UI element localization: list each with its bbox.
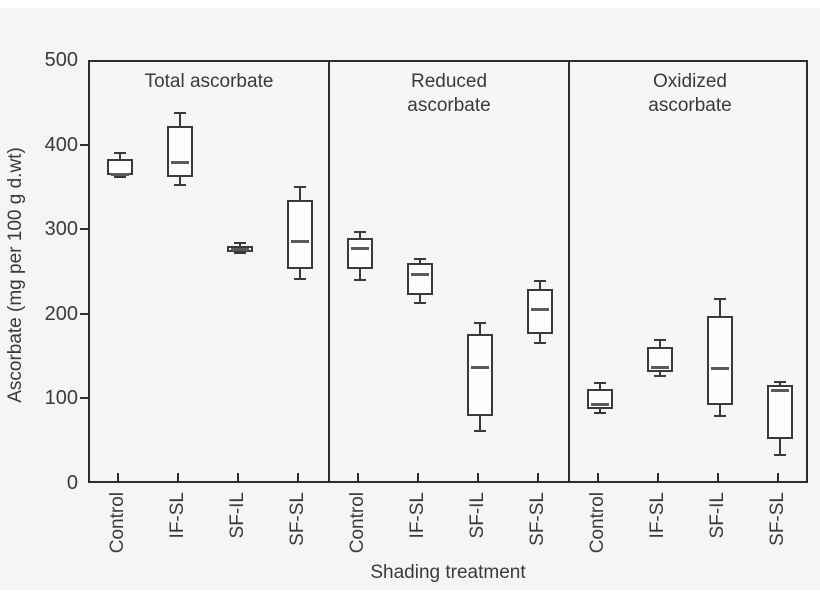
whisker-cap-top: [114, 152, 126, 155]
figure-background: Ascorbate (mg per 100 g d.wt) Total asco…: [0, 8, 820, 590]
x-tick-mark: [597, 473, 599, 481]
whisker-cap-bottom: [534, 341, 546, 344]
whisker-cap-bottom: [174, 183, 186, 186]
whisker-cap-top: [774, 380, 786, 383]
x-tick-mark: [417, 473, 419, 481]
whisker-cap-top: [714, 297, 726, 300]
median-line: [291, 240, 309, 244]
x-tick-mark: [357, 473, 359, 481]
x-axis-title: Shading treatment: [370, 562, 526, 583]
whisker-cap-bottom: [234, 252, 246, 255]
plot-area: Total ascorbate Reduced ascorbate Oxidized a…: [88, 60, 808, 483]
box: [167, 126, 193, 178]
whisker-cap-top: [294, 186, 306, 189]
x-tick-mark: [477, 473, 479, 481]
panel-title: Reduced ascorbate: [330, 70, 568, 118]
whisker-cap-top: [234, 242, 246, 245]
median-line: [591, 402, 609, 406]
panel-title-line: ascorbate: [407, 95, 491, 116]
y-axis-title: Ascorbate (mg per 100 g d.wt): [5, 147, 26, 403]
box: [467, 333, 493, 416]
median-line: [651, 366, 669, 370]
panel-title-line: Reduced: [410, 71, 488, 92]
x-tick-mark: [717, 473, 719, 481]
x-tick-mark: [177, 473, 179, 481]
panel-title-line: ascorbate: [648, 95, 732, 116]
whisker-cap-bottom: [654, 374, 666, 377]
whisker-cap-bottom: [594, 412, 606, 415]
whisker-cap-top: [474, 322, 486, 325]
panel-title: Oxidized ascorbate: [570, 70, 810, 118]
whisker-cap-top: [534, 280, 546, 283]
box: [347, 237, 373, 270]
y-tick-label: 500: [44, 49, 78, 71]
whisker-cap-bottom: [474, 429, 486, 432]
box: [767, 385, 793, 440]
box: [587, 389, 613, 409]
bottom-margin: [0, 590, 820, 602]
y-tick-mark: [80, 312, 88, 315]
x-tick-mark: [777, 473, 779, 481]
x-tick-mark: [297, 473, 299, 481]
y-tick-label: 400: [44, 133, 78, 156]
median-line: [411, 273, 429, 277]
whisker-cap-bottom: [414, 302, 426, 305]
whisker-cap-bottom: [354, 279, 366, 282]
whisker-cap-bottom: [294, 278, 306, 281]
panel-title-line: Oxidized: [653, 71, 727, 92]
whisker-cap-bottom: [114, 176, 126, 179]
whisker-cap-top: [594, 382, 606, 385]
x-tick-mark: [237, 473, 239, 481]
y-tick-mark: [80, 397, 88, 400]
panel-1: Total ascorbate: [90, 62, 330, 481]
whisker-cap-bottom: [714, 415, 726, 418]
box: [527, 288, 553, 335]
y-tick-mark: [80, 228, 88, 231]
whisker-cap-top: [354, 231, 366, 234]
y-tick-label: 200: [44, 302, 78, 325]
median-line: [111, 172, 129, 176]
median-line: [471, 366, 489, 370]
whisker-cap-top: [174, 111, 186, 114]
box: [407, 263, 433, 295]
median-line: [711, 367, 729, 371]
x-tick-mark: [117, 473, 119, 481]
whisker-cap-top: [414, 258, 426, 261]
y-tick-mark: [80, 143, 88, 146]
x-tick-mark: [657, 473, 659, 481]
panel-3: Oxidized ascorbate: [570, 62, 810, 481]
median-line: [231, 247, 249, 251]
y-tick-label: 100: [44, 387, 78, 410]
panel-2: Reduced ascorbate: [330, 62, 570, 481]
median-line: [171, 160, 189, 164]
panel-title-line: Total ascorbate: [144, 71, 274, 92]
whisker-cap-top: [654, 339, 666, 342]
panel-title: Total ascorbate: [90, 70, 328, 94]
x-tick-mark: [537, 473, 539, 481]
y-tick-label: 0: [66, 472, 78, 494]
y-tick-label: 300: [44, 218, 78, 241]
whisker-cap-bottom: [774, 454, 786, 457]
median-line: [771, 389, 789, 393]
median-line: [531, 308, 549, 312]
box: [287, 199, 313, 270]
box: [707, 315, 733, 406]
top-margin: [0, 0, 820, 8]
median-line: [351, 247, 369, 251]
